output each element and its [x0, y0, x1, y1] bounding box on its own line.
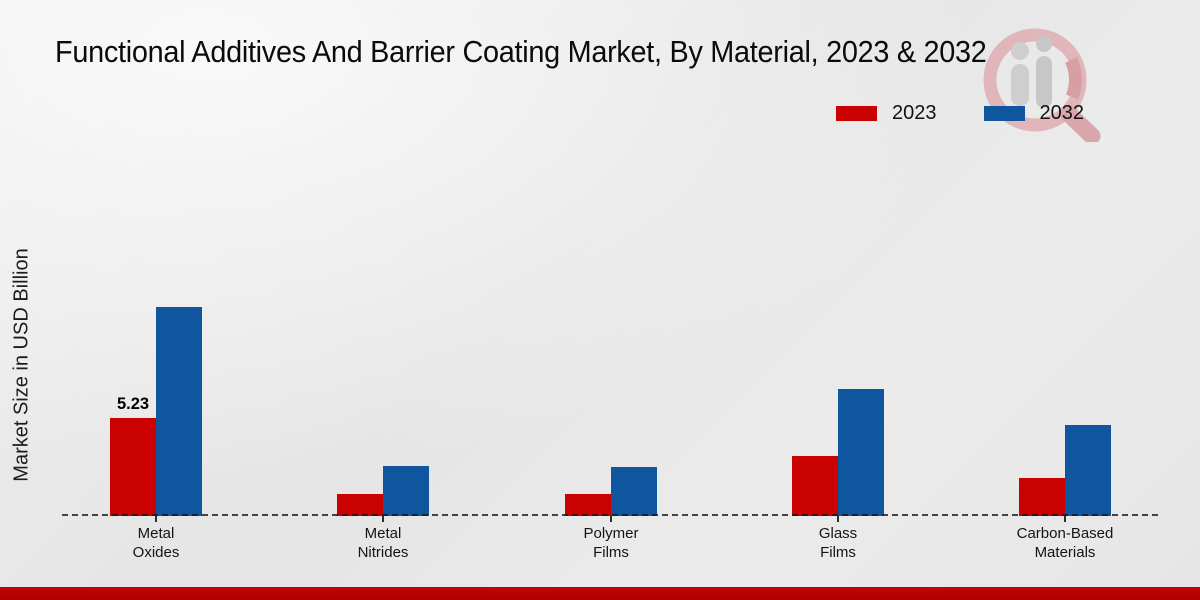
- category-label-glass-films: Glass Films: [818, 525, 858, 561]
- legend-item-2032: 2032: [983, 102, 1085, 125]
- legend-item-2023: 2023: [836, 102, 937, 125]
- y-axis-label: Market Size in USD Billion: [10, 248, 33, 482]
- bar-2023-carbon-based-materials: [1019, 478, 1065, 516]
- x-axis-tick-carbon-based-materials: [1064, 516, 1066, 522]
- bar-2023-metal-nitrides: [337, 494, 383, 516]
- category-label-metal-nitrides: Metal Nitrides: [357, 525, 409, 561]
- magnifier-people-bar-chart-logo-icon: [983, 28, 1101, 142]
- legend-label-2023: 2023: [892, 102, 937, 124]
- value-label-2023-metal-oxides: 5.23: [116, 395, 150, 413]
- category-label-carbon-based-materials: Carbon-Based Materials: [1016, 525, 1114, 561]
- bar-2032-metal-nitrides: [383, 466, 429, 516]
- bar-2032-polymer-films: [611, 467, 657, 516]
- legend-label-2032: 2032: [1039, 102, 1085, 124]
- legend-swatch-2023: [836, 106, 877, 121]
- x-axis-tick-metal-oxides: [155, 516, 157, 522]
- bar-2032-carbon-based-materials: [1065, 425, 1111, 516]
- bar-2023-polymer-films: [565, 494, 611, 516]
- bar-2023-glass-films: [792, 456, 838, 516]
- legend: 2023 2032: [836, 102, 1084, 125]
- bar-2032-metal-oxides: [156, 307, 202, 516]
- x-axis-tick-metal-nitrides: [382, 516, 384, 522]
- bar-2032-glass-films: [838, 389, 884, 516]
- category-label-metal-oxides: Metal Oxides: [132, 525, 180, 561]
- bar-2023-metal-oxides: [110, 418, 156, 516]
- chart-title: Functional Additives And Barrier Coating…: [55, 34, 987, 69]
- category-label-polymer-films: Polymer Films: [583, 525, 639, 561]
- x-axis-tick-polymer-films: [610, 516, 612, 522]
- x-axis-baseline: [62, 514, 1158, 516]
- footer-accent-bar: [0, 587, 1200, 600]
- x-axis-tick-glass-films: [837, 516, 839, 522]
- legend-swatch-2032: [983, 106, 1025, 121]
